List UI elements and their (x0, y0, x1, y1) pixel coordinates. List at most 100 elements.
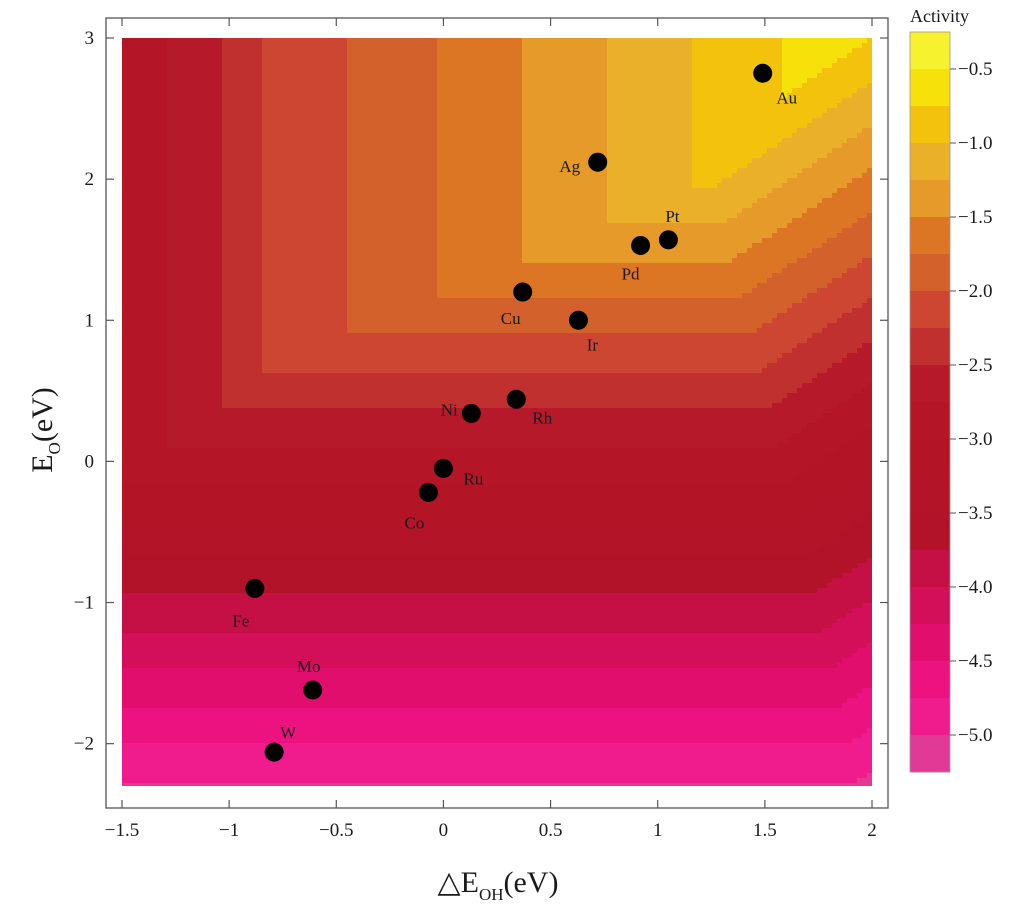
contour-cell (212, 68, 218, 74)
contour-cell (347, 128, 353, 134)
contour-cell (817, 103, 823, 109)
contour-cell (687, 53, 693, 59)
contour-cell (492, 128, 498, 134)
contour-cell (607, 193, 613, 199)
contour-cell (687, 128, 693, 134)
contour-cell (367, 63, 373, 69)
contour-cell (672, 103, 678, 109)
contour-cell (817, 128, 823, 134)
contour-cell (597, 178, 603, 184)
contour-cell (212, 123, 218, 129)
contour-cell (717, 98, 723, 104)
contour-cell (482, 163, 488, 169)
contour-cell (612, 43, 618, 49)
contour-cell (832, 88, 838, 94)
contour-cell (747, 128, 753, 134)
contour-cell (822, 113, 828, 119)
contour-cell (567, 98, 573, 104)
contour-cell (747, 138, 753, 144)
contour-cell (532, 98, 538, 104)
contour-cell (227, 198, 233, 204)
contour-cell (767, 193, 773, 199)
contour-cell (677, 108, 683, 114)
contour-cell (422, 123, 428, 129)
contour-cell (232, 98, 238, 104)
contour-cell (822, 88, 828, 94)
contour-cell (277, 128, 283, 134)
contour-cell (632, 38, 638, 44)
contour-cell (222, 93, 228, 99)
contour-cell (337, 93, 343, 99)
contour-cell (417, 38, 423, 44)
contour-cell (297, 118, 303, 124)
contour-cell (257, 113, 263, 119)
contour-cell (802, 113, 808, 119)
contour-cell (392, 178, 398, 184)
contour-cell (252, 198, 258, 204)
contour-cell (227, 103, 233, 109)
contour-cell (682, 183, 688, 189)
contour-cell (492, 198, 498, 204)
contour-cell (147, 123, 153, 129)
contour-cell (352, 118, 358, 124)
contour-cell (642, 38, 648, 44)
contour-cell (242, 58, 248, 64)
contour-cell (162, 168, 168, 174)
contour-cell (247, 93, 253, 99)
contour-cell (712, 38, 718, 44)
contour-cell (677, 193, 683, 199)
contour-cell (392, 103, 398, 109)
contour-cell (487, 43, 493, 49)
contour-cell (777, 183, 783, 189)
contour-cell (162, 193, 168, 199)
contour-cell (817, 63, 823, 69)
contour-cell (192, 83, 198, 89)
contour-cell (187, 88, 193, 94)
contour-cell (582, 38, 588, 44)
contour-cell (237, 183, 243, 189)
contour-cell (577, 198, 583, 204)
contour-cell (202, 58, 208, 64)
contour-cell (772, 153, 778, 159)
contour-cell (612, 78, 618, 84)
contour-cell (152, 148, 158, 154)
contour-cell (412, 158, 418, 164)
contour-cell (617, 103, 623, 109)
contour-cell (622, 103, 628, 109)
contour-cell (342, 78, 348, 84)
contour-cell (577, 148, 583, 154)
contour-cell (677, 98, 683, 104)
contour-cell (317, 163, 323, 169)
contour-cell (147, 168, 153, 174)
contour-cell (242, 48, 248, 54)
contour-cell (512, 93, 518, 99)
contour-cell (327, 48, 333, 54)
contour-cell (212, 93, 218, 99)
contour-cell (532, 163, 538, 169)
contour-cell (807, 148, 813, 154)
contour-cell (387, 183, 393, 189)
contour-cell (387, 148, 393, 154)
contour-cell (722, 63, 728, 69)
contour-cell (262, 143, 268, 149)
contour-cell (857, 153, 863, 159)
contour-cell (622, 143, 628, 149)
contour-cell (242, 113, 248, 119)
contour-cell (537, 38, 543, 44)
contour-cell (317, 138, 323, 144)
contour-cell (507, 168, 513, 174)
contour-cell (282, 93, 288, 99)
contour-cell (457, 123, 463, 129)
contour-cell (217, 103, 223, 109)
contour-cell (222, 148, 228, 154)
contour-cell (662, 53, 668, 59)
contour-cell (687, 178, 693, 184)
contour-cell (817, 68, 823, 74)
contour-cell (577, 158, 583, 164)
contour-cell (307, 53, 313, 59)
contour-cell (862, 193, 868, 199)
contour-cell (257, 118, 263, 124)
contour-cell (277, 53, 283, 59)
contour-cell (717, 128, 723, 134)
contour-cell (217, 153, 223, 159)
